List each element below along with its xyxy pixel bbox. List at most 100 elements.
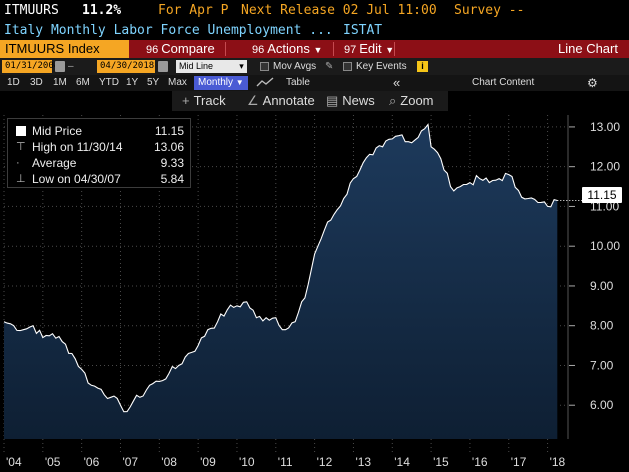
line-type-select[interactable]: Mid Line [176,60,236,73]
info-icon[interactable]: i [417,61,428,72]
actions-number: 96 [252,44,265,56]
chevron-down-icon: ▼ [235,78,244,87]
frequency-select[interactable]: Monthly ▼ [194,76,248,90]
x-tick-label: '18 [550,455,566,469]
mov-avgs-checkbox[interactable] [260,62,269,71]
divider [225,42,226,56]
tools-bar: + Track ∠ Annotate ▤ News ⌕ Zoom [0,91,629,111]
legend-avg-row: · Average 9.33 [8,155,192,171]
collapse-icon[interactable]: « [393,75,401,90]
x-tick-label: '11 [278,455,293,469]
x-tick-label: '04 [6,455,22,469]
x-tick-label: '07 [122,455,138,469]
zoom-button[interactable]: ⌕ Zoom [389,91,434,111]
legend-high-value: 13.06 [153,140,184,154]
range-5y[interactable]: 5Y [147,77,160,88]
chart-legend[interactable]: Mid Price 11.15 ⊤ High on 11/30/14 13.06… [7,118,191,188]
range-1y[interactable]: 1Y [126,77,139,88]
magnifier-icon: ⌕ [389,93,397,108]
compare-number: 96 [146,44,159,56]
last-price-label: 11.15 [582,187,622,203]
pencil-icon[interactable]: ✎ [325,61,334,72]
news-label: News [342,93,375,108]
x-tick-label: '10 [239,455,255,469]
actions-button[interactable]: 96 Actions ▼ [252,40,322,58]
key-events-checkbox[interactable] [343,62,352,71]
x-tick-label: '17 [511,455,527,469]
action-bar: ITMUURS Index 96 Compare 96 Actions ▼ 97 Ed… [0,40,629,58]
chart-content-button[interactable]: Chart Content [472,77,535,88]
pencil-icon: ∠ [247,93,259,108]
legend-high-label: High on 11/30/14 [32,140,123,154]
series-swatch [16,126,26,136]
y-tick-label: 7.00 [590,358,614,372]
y-tick-label: 13.00 [590,120,620,134]
x-tick-label: '15 [433,455,449,469]
date-controls-bar: 01/31/2004 – 04/30/2018 Mid Line ▾ Mov A… [0,58,629,75]
y-tick-label: 8.00 [590,319,614,333]
x-axis: '04 '05 '06 '07 '08 '09 '10 '11 '12 '13 '14 '15 '16 '… [6,455,566,469]
y-tick-label: 10.00 [590,239,620,253]
divider [333,42,334,56]
x-tick-label: '09 [200,455,216,469]
news-button[interactable]: ▤ News [326,91,375,111]
chevron-down-icon: ▼ [313,45,323,55]
y-tick-label: 9.00 [590,279,614,293]
range-1m[interactable]: 1M [53,77,67,88]
start-date-field[interactable]: 01/31/2004 [2,60,59,73]
x-tick-label: '16 [472,455,488,469]
ticker-symbol: ITMUURS [4,3,59,18]
news-icon: ▤ [326,93,339,108]
data-source: ISTAT [343,23,383,38]
legend-avg-value: 9.33 [160,156,184,170]
legend-mid-value: 11.15 [154,124,184,138]
chart-type-icon[interactable] [256,76,274,90]
index-label[interactable]: ITMUURS Index [0,40,129,58]
end-date-field[interactable]: 04/30/2018 [97,60,155,73]
mov-avgs-label: Mov Avgs [273,61,317,72]
range-1d[interactable]: 1D [7,77,20,88]
table-button[interactable]: Table [286,77,310,88]
x-tick-label: '05 [45,455,61,469]
track-button[interactable]: + Track [182,91,226,111]
annotate-button[interactable]: ∠ Annotate [247,91,315,111]
series-line [3,123,558,413]
zoom-label: Zoom [400,93,434,108]
annotate-label: Annotate [262,93,315,108]
date-dash: – [68,61,74,72]
edit-button[interactable]: 97 Edit ▼ [344,40,394,58]
tools-strip [172,91,448,111]
gear-icon[interactable]: ⚙ [587,76,598,90]
compare-label: Compare [161,41,215,56]
next-release-label: Next Release 02 Jul 11:00 [241,3,437,18]
frequency-label: Monthly [198,77,234,88]
key-events-label: Key Events [356,61,407,72]
range-6m[interactable]: 6M [76,77,90,88]
edit-label: Edit [359,41,382,56]
range-bar: 1D 3D 1M 6M YTD 1Y 5Y Max Monthly ▼ Tabl… [0,75,629,91]
legend-mid-label: Mid Price [32,124,83,138]
legend-high-row: ⊤ High on 11/30/14 13.06 [8,139,192,155]
range-max[interactable]: Max [168,77,187,88]
x-tick-label: '14 [394,455,410,469]
actions-label: Actions [267,41,310,56]
legend-mid-row: Mid Price 11.15 [8,123,192,139]
calendar-icon[interactable] [158,61,168,72]
range-ytd[interactable]: YTD [99,77,119,88]
ticker-bar: ITMUURS 11.2% For Apr P Next Release 02 … [0,0,629,22]
security-description: Italy Monthly Labor Force Unemployment .… [4,23,333,38]
chevron-down-icon[interactable]: ▾ [236,60,247,73]
track-label: Track [193,93,226,108]
compare-button[interactable]: 96 Compare [146,40,215,58]
last-value: 11.2% [82,3,122,18]
divider [394,42,395,56]
high-marker-icon: ⊤ [16,141,26,153]
edit-number: 97 [344,44,357,56]
calendar-icon[interactable] [55,61,65,72]
line-chart-label[interactable]: Line Chart [558,41,618,56]
range-3d[interactable]: 3D [30,77,43,88]
chevron-down-icon: ▼ [385,45,395,55]
x-tick-label: '12 [317,455,333,469]
legend-low-row: ⊥ Low on 04/30/07 5.84 [8,171,192,187]
